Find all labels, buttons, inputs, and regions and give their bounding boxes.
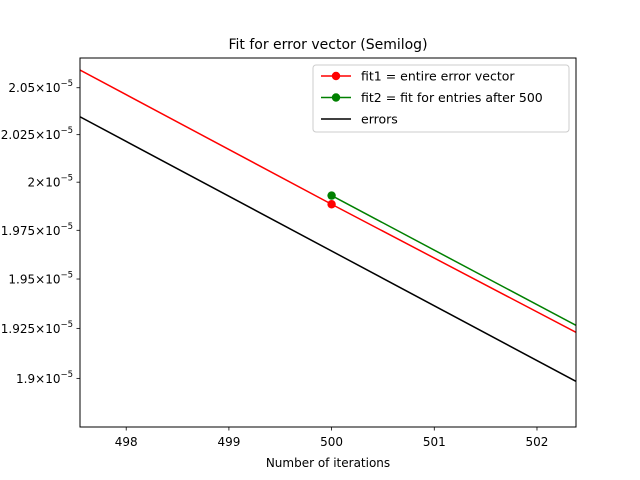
y-tick-mantissa: 2.025 xyxy=(1,128,35,142)
y-tick-label: 1.9×10−5 xyxy=(16,370,73,386)
y-tick-base: ×10 xyxy=(35,322,60,336)
y-tick-exponent: −5 xyxy=(60,79,73,89)
y-tick-base: ×10 xyxy=(35,81,60,95)
y-tick-exponent: −5 xyxy=(60,126,73,136)
marker-layer xyxy=(327,191,336,209)
legend-marker-2 xyxy=(331,93,341,102)
x-tick-label: 499 xyxy=(217,435,240,449)
series-line-3 xyxy=(80,116,576,383)
y-tick-base: ×10 xyxy=(35,273,60,287)
legend-label-2: fit2 = fit for entries after 500 xyxy=(361,90,543,105)
series-line-2 xyxy=(331,194,576,327)
series-line-1 xyxy=(331,203,576,334)
y-tick-mantissa: 2 xyxy=(28,176,36,190)
series-line-1-extension xyxy=(80,69,332,205)
y-tick-label: 1.95×10−5 xyxy=(8,271,73,287)
y-tick-label: 2×10−5 xyxy=(28,174,74,190)
y-tick-label: 1.925×10−5 xyxy=(1,320,73,336)
y-axis-ticks: 1.9×10−51.925×10−51.95×10−51.975×10−52×1… xyxy=(1,79,80,386)
series-point-1 xyxy=(327,200,336,209)
y-tick-exponent: −5 xyxy=(60,370,73,380)
x-tick-label: 501 xyxy=(423,435,446,449)
x-tick-label: 498 xyxy=(115,435,138,449)
x-axis-ticks: 498 499 500 501 502 xyxy=(115,427,549,449)
y-tick-base: ×10 xyxy=(35,224,60,238)
y-tick-base: ×10 xyxy=(35,128,60,142)
series-layer xyxy=(80,69,576,383)
x-tick-label: 500 xyxy=(320,435,343,449)
y-tick-label: 2.025×10−5 xyxy=(1,126,73,142)
y-tick-base: ×10 xyxy=(35,372,60,386)
y-tick-exponent: −5 xyxy=(60,174,73,184)
y-tick-exponent: −5 xyxy=(60,271,73,281)
y-tick-mantissa: 1.95 xyxy=(8,273,35,287)
y-tick-mantissa: 1.975 xyxy=(1,224,35,238)
y-tick-mantissa: 1.9 xyxy=(16,372,35,386)
series-point-2 xyxy=(327,191,336,200)
plot-frame xyxy=(79,57,577,428)
y-tick-label: 2.05×10−5 xyxy=(8,79,73,95)
legend-label-1: fit1 = entire error vector xyxy=(361,69,515,84)
y-tick-label: 1.975×10−5 xyxy=(1,222,73,238)
legend: fit1 = entire error vector fit2 = fit for… xyxy=(312,64,570,133)
x-axis-label: Number of iterations xyxy=(266,456,390,470)
legend-label-3: errors xyxy=(361,112,398,127)
legend-box xyxy=(312,64,570,133)
y-tick-exponent: −5 xyxy=(60,320,73,330)
y-tick-base: ×10 xyxy=(35,176,60,190)
chart-title: Fit for error vector (Semilog) xyxy=(228,37,427,53)
y-tick-mantissa: 2.05 xyxy=(8,81,35,95)
y-tick-exponent: −5 xyxy=(60,222,73,232)
legend-marker-1 xyxy=(331,71,341,81)
y-tick-mantissa: 1.925 xyxy=(1,322,35,336)
x-tick-label: 502 xyxy=(526,435,549,449)
